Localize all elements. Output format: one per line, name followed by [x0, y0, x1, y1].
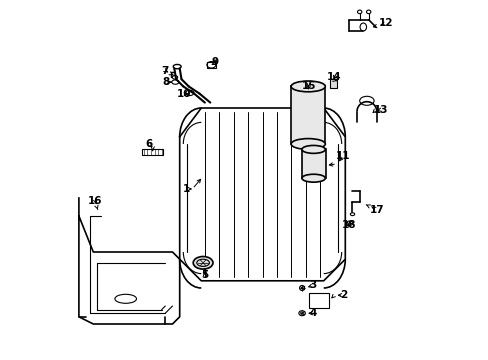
Text: 16: 16 [88, 196, 102, 206]
Ellipse shape [290, 81, 325, 92]
Text: 14: 14 [326, 72, 341, 82]
Text: 9: 9 [211, 57, 218, 67]
Text: 11: 11 [336, 150, 350, 161]
Bar [329, 79, 337, 88]
Text: 18: 18 [341, 220, 355, 230]
Ellipse shape [193, 256, 213, 269]
Ellipse shape [290, 139, 325, 149]
Text: 5: 5 [201, 270, 208, 280]
Text: 8: 8 [163, 77, 170, 87]
Bar [291, 86, 325, 144]
Text: 6: 6 [145, 139, 152, 149]
Bar [309, 293, 328, 308]
Bar [142, 149, 163, 155]
Ellipse shape [301, 174, 325, 182]
Text: 13: 13 [372, 105, 387, 115]
Text: 12: 12 [378, 18, 392, 28]
Bar [206, 62, 216, 68]
Text: 1: 1 [183, 184, 190, 194]
Bar [302, 149, 325, 178]
Text: 15: 15 [301, 81, 315, 91]
Text: 4: 4 [308, 308, 316, 318]
Ellipse shape [299, 285, 304, 291]
Text: 17: 17 [369, 204, 384, 215]
Text: 2: 2 [339, 290, 346, 300]
Ellipse shape [301, 145, 325, 153]
Text: 10: 10 [176, 89, 191, 99]
Text: 7: 7 [161, 66, 169, 76]
Text: 3: 3 [308, 280, 316, 291]
